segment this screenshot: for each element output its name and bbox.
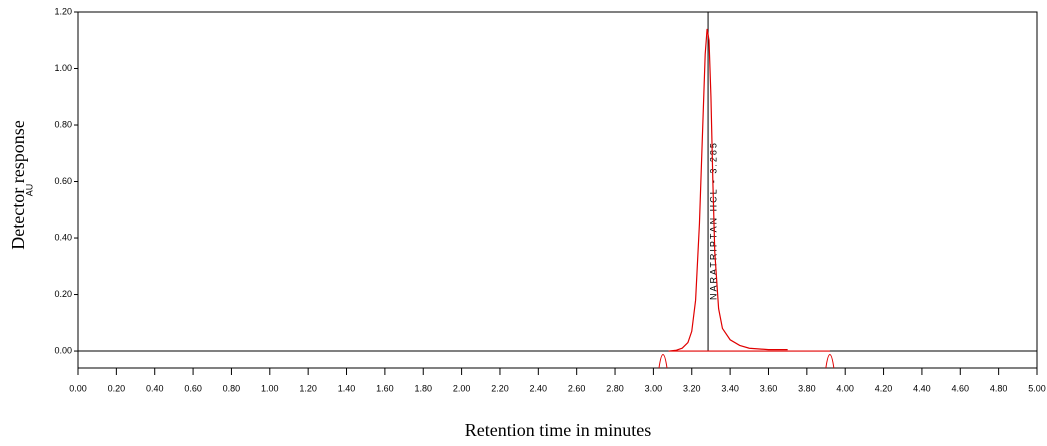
x-tick-label: 4.80 (990, 383, 1008, 393)
y-tick-label: 1.20 (54, 6, 72, 16)
integration-mark (658, 354, 668, 369)
y-tick-label: 1.00 (54, 63, 72, 73)
y-axis-title: Detector response (8, 120, 28, 249)
x-tick-label: 3.80 (798, 383, 816, 393)
y-tick-label: 0.20 (54, 289, 72, 299)
integration-mark (825, 354, 835, 369)
y-unit: AU (24, 184, 34, 197)
x-tick-label: 1.60 (376, 383, 394, 393)
x-tick-label: 0.40 (146, 383, 164, 393)
y-tick-label: 0.40 (54, 232, 72, 242)
x-tick-label: 2.40 (530, 383, 548, 393)
x-tick-label: 3.00 (645, 383, 663, 393)
y-tick-label: 0.80 (54, 119, 72, 129)
x-tick-label: 1.00 (261, 383, 279, 393)
x-tick-label: 4.20 (875, 383, 893, 393)
x-tick-label: 2.80 (606, 383, 624, 393)
x-tick-label: 0.00 (69, 383, 87, 393)
x-tick-label: 3.40 (721, 383, 739, 393)
x-tick-label: 2.20 (491, 383, 509, 393)
x-tick-label: 4.40 (913, 383, 931, 393)
y-tick-label: 0.60 (54, 176, 72, 186)
x-tick-label: 3.20 (683, 383, 701, 393)
x-tick-label: 4.00 (836, 383, 854, 393)
x-tick-label: 0.80 (223, 383, 241, 393)
x-axis-title: Retention time in minutes (465, 420, 651, 440)
x-tick-label: 1.20 (299, 383, 317, 393)
x-tick-label: 1.80 (414, 383, 432, 393)
plot-frame (77, 11, 1038, 369)
x-tick-label: 2.60 (568, 383, 586, 393)
x-tick-label: 5.00 (1028, 383, 1046, 393)
x-tick-label: 3.60 (760, 383, 778, 393)
y-tick-label: 0.00 (54, 345, 72, 355)
chromatogram-line (668, 28, 788, 352)
x-tick-label: 1.40 (338, 383, 356, 393)
x-tick-label: 4.60 (952, 383, 970, 393)
x-tick-label: 2.00 (453, 383, 471, 393)
x-tick-label: 0.60 (184, 383, 202, 393)
x-tick-label: 0.20 (108, 383, 126, 393)
